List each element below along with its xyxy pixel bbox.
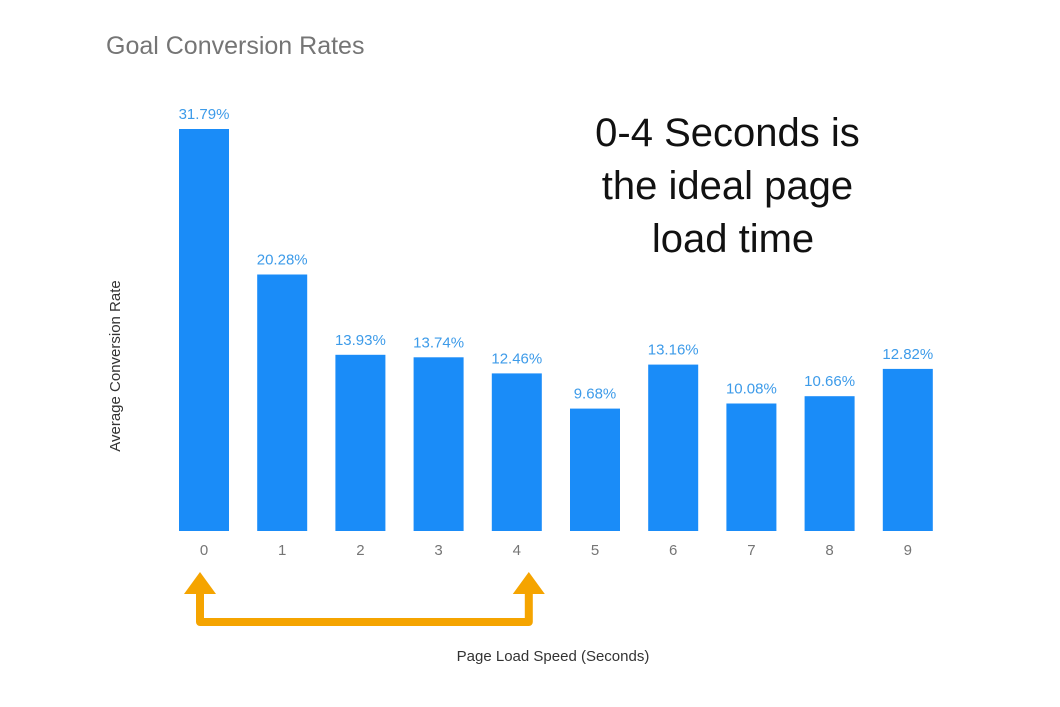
value-label-8: 10.66% <box>804 373 855 390</box>
value-label-3: 13.74% <box>413 334 464 351</box>
x-tick-1: 1 <box>278 542 286 559</box>
highlight-range-arrow <box>184 572 545 626</box>
bar-3 <box>413 357 464 531</box>
arrow-head-left <box>184 572 216 594</box>
value-label-5: 9.68% <box>574 386 617 403</box>
x-tick-labels: 0 1 2 3 4 5 6 7 8 9 <box>200 542 912 559</box>
bar-2 <box>335 354 386 531</box>
highlight-bracket-line <box>196 588 533 626</box>
value-label-7: 10.08% <box>726 381 777 398</box>
x-tick-6: 6 <box>669 542 677 559</box>
bars-group <box>179 129 933 531</box>
bar-8 <box>804 396 855 531</box>
bar-7 <box>726 403 777 531</box>
x-tick-0: 0 <box>200 542 208 559</box>
bar-0 <box>179 129 229 531</box>
x-tick-3: 3 <box>434 542 442 559</box>
bar-4 <box>491 373 542 531</box>
x-tick-7: 7 <box>747 542 755 559</box>
annotation-line-1: 0-4 Seconds is <box>595 111 860 155</box>
value-label-6: 13.16% <box>648 342 699 359</box>
x-axis-label: Page Load Speed (Seconds) <box>457 648 650 665</box>
bar-6 <box>648 364 699 531</box>
value-label-1: 20.28% <box>257 252 308 269</box>
x-tick-5: 5 <box>591 542 599 559</box>
chart-annotation: 0-4 Seconds is the ideal page load time <box>595 111 871 261</box>
value-label-2: 13.93% <box>335 332 386 349</box>
bar-1 <box>257 274 308 531</box>
value-label-4: 12.46% <box>491 350 542 367</box>
y-axis-label: Average Conversion Rate <box>107 280 124 452</box>
x-tick-2: 2 <box>356 542 364 559</box>
arrow-head-right <box>512 572 545 594</box>
bar-5 <box>570 408 620 531</box>
annotation-line-2: the ideal page <box>602 164 853 208</box>
annotation-line-3: load time <box>652 217 814 261</box>
value-labels-group: 31.79% 20.28% 13.93% 13.74% 12.46% 9.68% 13.16… <box>179 106 934 403</box>
value-label-9: 12.82% <box>882 346 933 363</box>
chart-title: Goal Conversion Rates <box>106 32 364 60</box>
x-tick-4: 4 <box>513 542 521 559</box>
x-tick-9: 9 <box>904 542 912 559</box>
bar-9 <box>882 368 933 531</box>
value-label-0: 31.79% <box>179 106 230 123</box>
x-tick-8: 8 <box>825 542 833 559</box>
